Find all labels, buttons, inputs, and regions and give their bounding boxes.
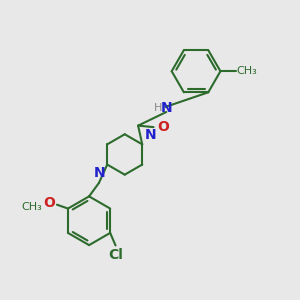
Text: CH₃: CH₃: [237, 66, 257, 76]
Text: O: O: [43, 196, 55, 210]
Text: O: O: [158, 120, 170, 134]
Text: N: N: [94, 166, 105, 180]
Text: H: H: [154, 103, 162, 113]
Text: N: N: [144, 128, 156, 142]
Text: CH₃: CH₃: [21, 202, 42, 212]
Text: Cl: Cl: [108, 248, 123, 262]
Text: N: N: [160, 101, 172, 116]
